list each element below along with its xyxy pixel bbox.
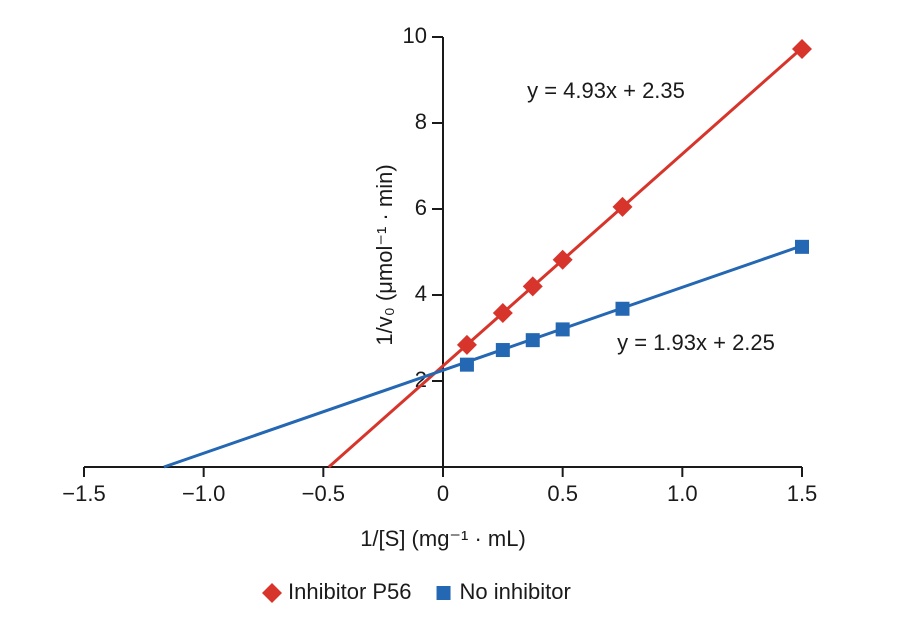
y-axis-label: 1/v₀ (μmol⁻¹ · min): [372, 164, 397, 345]
x-tick-label: −1.5: [62, 481, 105, 506]
legend-marker: [436, 586, 451, 600]
diamond-marker: [552, 249, 573, 270]
legend-label: Inhibitor P56: [288, 579, 412, 604]
y-tick-label: 10: [403, 23, 427, 48]
diamond-marker: [612, 196, 633, 217]
square-marker: [459, 357, 474, 372]
diamond-marker: [522, 276, 543, 297]
x-tick-label: 0: [437, 481, 449, 506]
x-tick-label: 1.0: [667, 481, 698, 506]
square-marker: [615, 301, 630, 316]
equation-annotation: y = 1.93x + 2.25: [617, 330, 775, 355]
x-tick-label: 0.5: [547, 481, 578, 506]
x-tick-label: −1.0: [182, 481, 225, 506]
equation-annotation: y = 4.93x + 2.35: [527, 78, 685, 103]
y-tick-label: 6: [415, 195, 427, 220]
y-tick-label: 4: [415, 281, 427, 306]
square-marker: [495, 343, 510, 358]
square-marker: [795, 239, 809, 254]
x-tick-label: −0.5: [302, 481, 345, 506]
diamond-marker: [492, 303, 513, 324]
x-tick-label: 1.5: [787, 481, 818, 506]
square-marker: [525, 333, 540, 348]
legend-label: No inhibitor: [460, 579, 571, 604]
diamond-marker: [792, 39, 812, 60]
legend-marker: [262, 583, 282, 603]
diamond-marker: [456, 334, 477, 355]
x-axis-label: 1/[S] (mg⁻¹ · mL): [360, 526, 526, 551]
y-tick-label: 8: [415, 109, 427, 134]
fit-line: [163, 244, 803, 469]
square-marker: [555, 322, 570, 337]
